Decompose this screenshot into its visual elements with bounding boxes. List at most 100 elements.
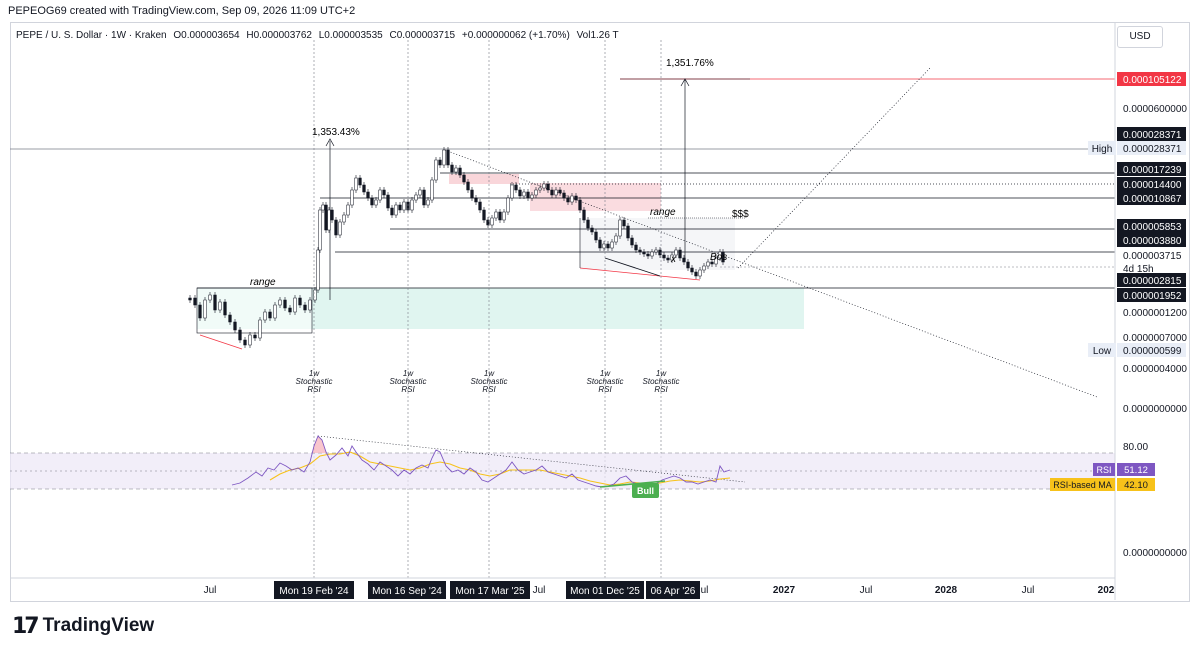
stochastic-label: RSI [307,385,321,394]
candle [342,212,346,225]
time-highlight-label: Mon 19 Feb '24 [279,586,349,597]
candle-body [490,217,494,226]
candle-body [530,194,534,199]
candle-body [462,174,466,183]
candle-body [330,209,334,221]
candle-body [370,197,374,206]
price-tick: 0.0000600000 [1123,104,1187,115]
x-label: x [670,254,677,265]
candle [243,337,247,348]
candle-body [658,249,662,256]
candle-body [386,194,390,209]
candle [268,309,272,321]
candle-body [273,304,277,319]
candle [466,179,470,193]
time-highlight-bg [566,581,644,599]
candle [316,247,320,293]
candle-body [430,179,434,201]
price-tag-bg [1117,191,1186,205]
candle [514,182,518,193]
candle-body [610,241,614,249]
candle-body [646,253,650,257]
price-tag-bg [1117,127,1186,141]
candle-body [486,219,490,226]
candle [288,305,292,315]
candle [470,187,474,201]
candle [238,327,242,343]
candle [454,165,458,175]
bull-badge [632,483,659,498]
price-tick: 0.0000000000 [1123,404,1187,415]
candle [386,192,390,211]
candle-body [382,189,386,196]
price-tick: 0.0000001200 [1123,308,1187,319]
stochastic-label: 1w [309,369,320,378]
candle [308,297,312,313]
candle [346,202,350,218]
price-tag-label: 4d 15h [1123,264,1154,275]
candle [394,202,398,218]
candle [442,147,446,168]
currency-button[interactable]: USD [1117,26,1163,48]
chart-panel[interactable] [10,22,1190,602]
candle-body [268,311,272,319]
candle [374,197,378,208]
candle [626,223,630,241]
candle-body [582,209,586,221]
candle-body [606,243,610,249]
credit-text: PEPEOG69 created with TradingView.com, S… [8,5,356,17]
arrow-line [604,257,661,277]
candle-body [324,204,328,231]
candle-body [394,204,398,216]
candle-body [278,299,282,306]
candle [321,202,325,213]
candle [706,259,710,269]
candle [586,217,590,231]
price-tick: 0.0000007000 [1123,333,1187,344]
tradingview-logo-icon: 17 [12,613,40,639]
symbol-name[interactable]: PEPE / U. S. Dollar · 1W · Kraken [16,30,167,41]
stochastic-labels: 1wStochasticRSI1wStochasticRSI1wStochast… [296,369,680,394]
candle [430,177,434,203]
candle-body [706,261,710,267]
candle [646,251,650,259]
candle-body [570,195,574,203]
candle-body [233,321,237,331]
time-highlight-bg [274,581,354,599]
candle [534,187,538,198]
price-scale-tags: 0.0001051220.0000283710.000028371High0.0… [1088,72,1186,357]
candle [398,202,402,213]
tradingview-logo[interactable]: 17 TradingView [12,612,154,640]
target-label: $$$ [732,209,749,220]
projection-line [737,67,931,269]
candle-body [218,301,222,311]
price-tag: 4d 15h [1123,264,1154,275]
candle [498,209,502,223]
candle [502,209,506,223]
price-tag-label: 0.000028371 [1123,130,1182,141]
candle-body [398,204,402,211]
rsi-tag-label: RSI [1096,465,1111,475]
range-label: range [650,207,676,218]
candle-body [710,261,714,265]
time-label: Jul [860,585,873,596]
price-tag-label: 0.000003715 [1123,251,1182,262]
candle [642,249,646,257]
price-chart[interactable]: range range $$$ 1,353.43% 1,351.76% Bos … [0,0,1200,604]
candle [474,195,478,205]
price-tag-bg [1117,288,1186,302]
candle [434,157,438,183]
price-tag-bg [1117,219,1186,233]
candle-body [283,299,287,309]
stochastic-label: RSI [482,385,496,394]
candle-body [318,209,322,251]
time-axis[interactable]: Jul Jul Jul 2027 Jul 2028 Jul 202 Mon 19 Feb '24… [204,581,1115,599]
candle [610,239,614,251]
candle [690,265,694,275]
candle [490,215,494,228]
candle [594,229,598,243]
candle-body [550,189,554,196]
price-tag: 0.000003880 [1117,233,1186,247]
candle-body [321,204,325,211]
candle-body [414,194,418,201]
